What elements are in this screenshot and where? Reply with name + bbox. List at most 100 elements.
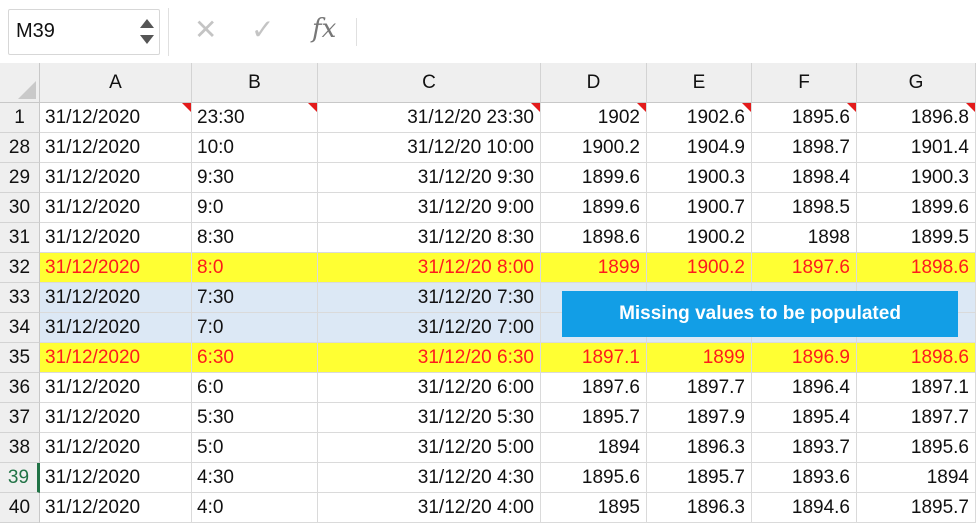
cell-c39[interactable]: 31/12/20 4:30 <box>318 463 541 493</box>
cell-b29[interactable]: 9:30 <box>192 163 318 193</box>
cell-f38[interactable]: 1893.7 <box>752 433 857 463</box>
cell-d37[interactable]: 1895.7 <box>541 403 647 433</box>
cell-g32[interactable]: 1898.6 <box>857 253 976 283</box>
insert-function-icon[interactable]: fx <box>312 14 337 44</box>
cell-d29[interactable]: 1899.6 <box>541 163 647 193</box>
cell-d1[interactable]: 1902 <box>541 103 647 133</box>
cell-b35[interactable]: 6:30 <box>192 343 318 373</box>
cell-b36[interactable]: 6:0 <box>192 373 318 403</box>
cell-f29[interactable]: 1898.4 <box>752 163 857 193</box>
column-header-g[interactable]: G <box>857 63 976 103</box>
row-header[interactable]: 30 <box>0 193 40 223</box>
cell-c1[interactable]: 31/12/20 23:30 <box>318 103 541 133</box>
cell-g35[interactable]: 1898.6 <box>857 343 976 373</box>
cancel-icon[interactable]: ✕ <box>194 14 218 45</box>
cell-e38[interactable]: 1896.3 <box>647 433 752 463</box>
cell-f37[interactable]: 1895.4 <box>752 403 857 433</box>
cell-b34[interactable]: 7:0 <box>192 313 318 343</box>
row-header[interactable]: 39 <box>0 463 40 493</box>
cell-a28[interactable]: 31/12/2020 <box>40 133 192 163</box>
cell-g1[interactable]: 1896.8 <box>857 103 976 133</box>
chevron-down-icon[interactable] <box>140 35 154 44</box>
cell-a32[interactable]: 31/12/2020 <box>40 253 192 283</box>
row-header[interactable]: 31 <box>0 223 40 253</box>
cell-c37[interactable]: 31/12/20 5:30 <box>318 403 541 433</box>
cell-f31[interactable]: 1898 <box>752 223 857 253</box>
row-header[interactable]: 29 <box>0 163 40 193</box>
cell-d31[interactable]: 1898.6 <box>541 223 647 253</box>
cell-b38[interactable]: 5:0 <box>192 433 318 463</box>
cell-c31[interactable]: 31/12/20 8:30 <box>318 223 541 253</box>
cell-e36[interactable]: 1897.7 <box>647 373 752 403</box>
cell-a35[interactable]: 31/12/2020 <box>40 343 192 373</box>
comment-indicator-icon[interactable] <box>308 103 317 112</box>
cell-g31[interactable]: 1899.5 <box>857 223 976 253</box>
column-header-f[interactable]: F <box>752 63 857 103</box>
cell-b28[interactable]: 10:0 <box>192 133 318 163</box>
cell-c33[interactable]: 31/12/20 7:30 <box>318 283 541 313</box>
cell-f1[interactable]: 1895.6 <box>752 103 857 133</box>
row-header[interactable]: 40 <box>0 493 40 523</box>
cell-a36[interactable]: 31/12/2020 <box>40 373 192 403</box>
cell-c34[interactable]: 31/12/20 7:00 <box>318 313 541 343</box>
cell-e35[interactable]: 1899 <box>647 343 752 373</box>
comment-indicator-icon[interactable] <box>531 103 540 112</box>
row-header[interactable]: 33 <box>0 283 40 313</box>
cell-c30[interactable]: 31/12/20 9:00 <box>318 193 541 223</box>
column-header-a[interactable]: A <box>40 63 192 103</box>
cell-g40[interactable]: 1895.7 <box>857 493 976 523</box>
cell-b33[interactable]: 7:30 <box>192 283 318 313</box>
cell-e28[interactable]: 1904.9 <box>647 133 752 163</box>
cell-b30[interactable]: 9:0 <box>192 193 318 223</box>
cell-d35[interactable]: 1897.1 <box>541 343 647 373</box>
cell-d30[interactable]: 1899.6 <box>541 193 647 223</box>
cell-f40[interactable]: 1894.6 <box>752 493 857 523</box>
cell-a40[interactable]: 31/12/2020 <box>40 493 192 523</box>
cell-a37[interactable]: 31/12/2020 <box>40 403 192 433</box>
cell-g36[interactable]: 1897.1 <box>857 373 976 403</box>
column-header-c[interactable]: C <box>318 63 541 103</box>
cell-a30[interactable]: 31/12/2020 <box>40 193 192 223</box>
enter-check-icon[interactable]: ✓ <box>251 14 275 45</box>
row-header[interactable]: 32 <box>0 253 40 283</box>
cell-d38[interactable]: 1894 <box>541 433 647 463</box>
column-header-b[interactable]: B <box>192 63 318 103</box>
cell-a1[interactable]: 31/12/2020 <box>40 103 192 133</box>
cell-a31[interactable]: 31/12/2020 <box>40 223 192 253</box>
cell-a38[interactable]: 31/12/2020 <box>40 433 192 463</box>
cell-c28[interactable]: 31/12/20 10:00 <box>318 133 541 163</box>
cell-b37[interactable]: 5:30 <box>192 403 318 433</box>
cell-b32[interactable]: 8:0 <box>192 253 318 283</box>
cell-g38[interactable]: 1895.6 <box>857 433 976 463</box>
cell-f39[interactable]: 1893.6 <box>752 463 857 493</box>
row-header[interactable]: 37 <box>0 403 40 433</box>
cell-a33[interactable]: 31/12/2020 <box>40 283 192 313</box>
comment-indicator-icon[interactable] <box>847 103 856 112</box>
cell-g39[interactable]: 1894 <box>857 463 976 493</box>
cell-d32[interactable]: 1899 <box>541 253 647 283</box>
row-header[interactable]: 36 <box>0 373 40 403</box>
cell-c35[interactable]: 31/12/20 6:30 <box>318 343 541 373</box>
cell-c32[interactable]: 31/12/20 8:00 <box>318 253 541 283</box>
cell-d28[interactable]: 1900.2 <box>541 133 647 163</box>
cell-e32[interactable]: 1900.2 <box>647 253 752 283</box>
name-box[interactable]: M39 <box>8 9 160 55</box>
cell-a29[interactable]: 31/12/2020 <box>40 163 192 193</box>
cell-a39[interactable]: 31/12/2020 <box>40 463 192 493</box>
cell-b40[interactable]: 4:0 <box>192 493 318 523</box>
row-header[interactable]: 38 <box>0 433 40 463</box>
comment-indicator-icon[interactable] <box>966 103 975 112</box>
comment-indicator-icon[interactable] <box>637 103 646 112</box>
cell-e29[interactable]: 1900.3 <box>647 163 752 193</box>
cell-e31[interactable]: 1900.2 <box>647 223 752 253</box>
cell-g37[interactable]: 1897.7 <box>857 403 976 433</box>
cell-c38[interactable]: 31/12/20 5:00 <box>318 433 541 463</box>
cell-c29[interactable]: 31/12/20 9:30 <box>318 163 541 193</box>
cell-b39[interactable]: 4:30 <box>192 463 318 493</box>
cell-e40[interactable]: 1896.3 <box>647 493 752 523</box>
column-header-d[interactable]: D <box>541 63 647 103</box>
chevron-up-icon[interactable] <box>140 19 154 28</box>
cell-f28[interactable]: 1898.7 <box>752 133 857 163</box>
cell-d40[interactable]: 1895 <box>541 493 647 523</box>
formula-input[interactable] <box>366 12 966 52</box>
